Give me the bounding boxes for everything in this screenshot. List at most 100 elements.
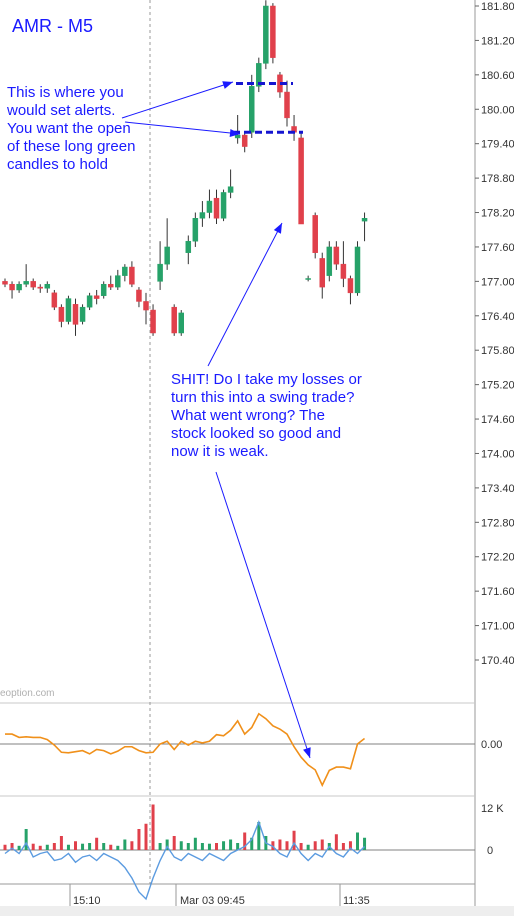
time-tick-label: 15:10 [73, 895, 101, 907]
volume-bar [356, 832, 359, 850]
candle-body [2, 281, 8, 285]
candle-body [108, 283, 114, 288]
candle-body [206, 200, 213, 213]
volume-bar [341, 843, 345, 850]
candle-body [16, 283, 22, 291]
candle-body [270, 5, 276, 58]
price-tick-label: 178.80 [481, 173, 514, 185]
candle-body [326, 246, 333, 276]
annotation-arrowhead [222, 81, 233, 89]
volume-bar [257, 822, 261, 850]
price-tick-label: 181.80 [481, 1, 514, 13]
volume-bar [243, 832, 247, 850]
volume-bar [59, 836, 63, 850]
volume-avg-line [4, 819, 366, 901]
volume-bar [123, 839, 127, 850]
candle-body [234, 134, 241, 139]
volume-bar [186, 843, 190, 850]
volume-bar [222, 841, 226, 850]
volume-bar [200, 843, 204, 850]
candle-body [157, 263, 163, 282]
annotation-arrowhead [303, 747, 311, 758]
alert-annotation: This is where you would set alerts. You … [7, 84, 136, 173]
volume-bar [193, 837, 197, 850]
volume-bar [109, 844, 113, 850]
candle-body [44, 283, 51, 289]
loss-annotation: SHIT! Do I take my losses or turn this i… [171, 371, 362, 460]
volume-bar [130, 841, 134, 850]
candle-body [65, 298, 72, 322]
volume-bar [348, 841, 352, 850]
volume-bar [158, 843, 162, 850]
candle-body [150, 309, 156, 334]
volume-bar [313, 841, 317, 850]
volume-bar [88, 843, 92, 850]
candle-body [241, 134, 248, 147]
candle-body [284, 91, 290, 119]
price-tick-label: 177.60 [481, 242, 514, 254]
price-tick-label: 176.40 [481, 311, 514, 323]
volume-bar [116, 845, 120, 850]
candle-body [143, 301, 149, 311]
volume-bar [3, 844, 7, 850]
candle-body [136, 289, 142, 302]
annotation-arrow [207, 222, 283, 367]
volume-bar [165, 839, 169, 850]
volume-bar [215, 843, 218, 850]
volume-bar [38, 845, 42, 850]
volume-bar [363, 837, 367, 850]
candle-body [129, 266, 135, 285]
price-tick-label: 175.80 [481, 345, 514, 357]
annotation-arrow [215, 471, 311, 759]
volume-bar [299, 843, 303, 850]
volume-bar [250, 837, 254, 850]
candle-body [86, 295, 93, 308]
candle-body [37, 286, 43, 289]
candle-body [256, 63, 262, 87]
annotation-arrow [124, 121, 241, 135]
candle-body [72, 304, 79, 325]
candle-body [319, 258, 325, 288]
volume-bar [31, 843, 35, 850]
price-tick-label: 173.40 [481, 483, 514, 495]
volume-bar [144, 823, 148, 850]
candle-body [199, 212, 206, 219]
candle-body [192, 218, 199, 242]
price-tick-label: 179.40 [481, 139, 514, 151]
volume-bar [10, 843, 14, 850]
candle-body [249, 86, 255, 133]
candle-body [220, 192, 227, 219]
candle-body [354, 246, 361, 294]
candle-body [333, 246, 340, 265]
candle-body [115, 275, 121, 288]
price-tick-label: 177.00 [481, 276, 514, 288]
candle-body [30, 281, 36, 288]
volume-bar [17, 845, 21, 850]
candle-body [298, 137, 304, 225]
price-tick-label: 175.20 [481, 380, 514, 392]
volume-bar [306, 844, 310, 850]
price-tick-label: 181.20 [481, 35, 514, 47]
time-tick-label: 11:35 [343, 895, 370, 907]
volume-bar [66, 844, 70, 850]
candle-body [100, 283, 107, 296]
volume-tick-label: 12 K [481, 803, 504, 815]
volume-bar [151, 804, 155, 850]
volume-tick-label: 0 [487, 845, 493, 857]
volume-bar [320, 839, 324, 850]
price-tick-label: 171.60 [481, 586, 514, 598]
candle-body [171, 306, 177, 334]
candle-body [263, 5, 269, 64]
candle-body [361, 218, 368, 222]
candle-body [58, 306, 65, 322]
candle-body [305, 278, 311, 280]
candle-body [122, 266, 128, 276]
candle-body [185, 240, 192, 253]
price-tick-label: 174.60 [481, 414, 514, 426]
candle-body [51, 292, 58, 308]
volume-bar [45, 844, 49, 850]
price-tick-label: 174.00 [481, 448, 514, 460]
candle-body [312, 215, 318, 253]
